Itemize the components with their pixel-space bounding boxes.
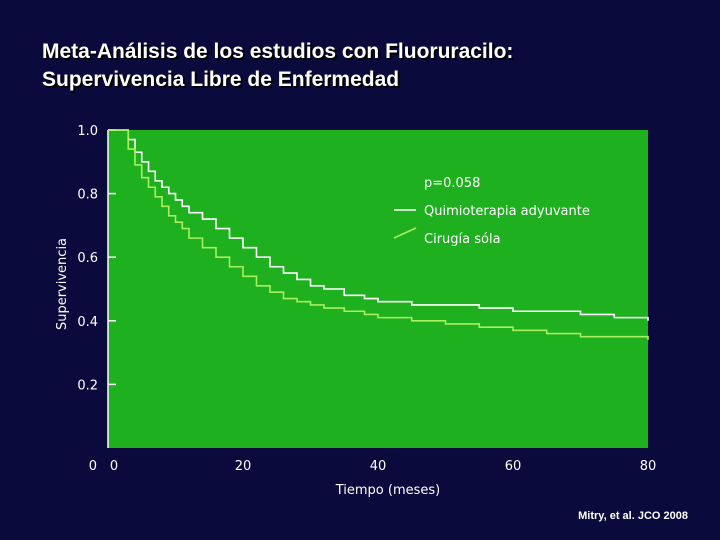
series-line-surgery	[108, 129, 649, 340]
citation: Mitry, et al. JCO 2008	[578, 510, 688, 522]
legend-swatch	[393, 227, 417, 239]
x-axis-title: Tiempo (meses)	[335, 483, 441, 498]
x-tick-label: 0	[110, 459, 118, 474]
slide-title-line-1: Meta-Análisis de los estudios con Fluoru…	[42, 40, 514, 63]
p-value-annotation: p=0.058	[424, 176, 480, 191]
y-tick-label: 0.6	[77, 251, 98, 266]
legend-label: Cirugía sóla	[424, 232, 501, 247]
y-tick-label: 1.0	[77, 124, 98, 139]
x-tick-label: 60	[505, 459, 522, 474]
y-axis-title: Supervivencia	[55, 238, 70, 330]
y-tick-label: 0.8	[77, 188, 98, 203]
x-tick-label: 40	[370, 459, 387, 474]
x-tick-label: 20	[235, 459, 252, 474]
slide-title: Meta-Análisis de los estudios con Fluoru…	[42, 38, 513, 94]
series-line-adjuvant	[108, 129, 649, 321]
y-tick-label: 0.4	[77, 315, 98, 330]
y-tick-label: 0	[89, 459, 97, 474]
legend-label: Quimioterapia adyuvante	[424, 204, 590, 219]
y-tick-label: 0.2	[77, 378, 98, 393]
plot-area	[108, 130, 648, 448]
slide-title-line-2: Supervivencia Libre de Enfermedad	[42, 68, 400, 91]
x-tick-label: 80	[640, 459, 657, 474]
